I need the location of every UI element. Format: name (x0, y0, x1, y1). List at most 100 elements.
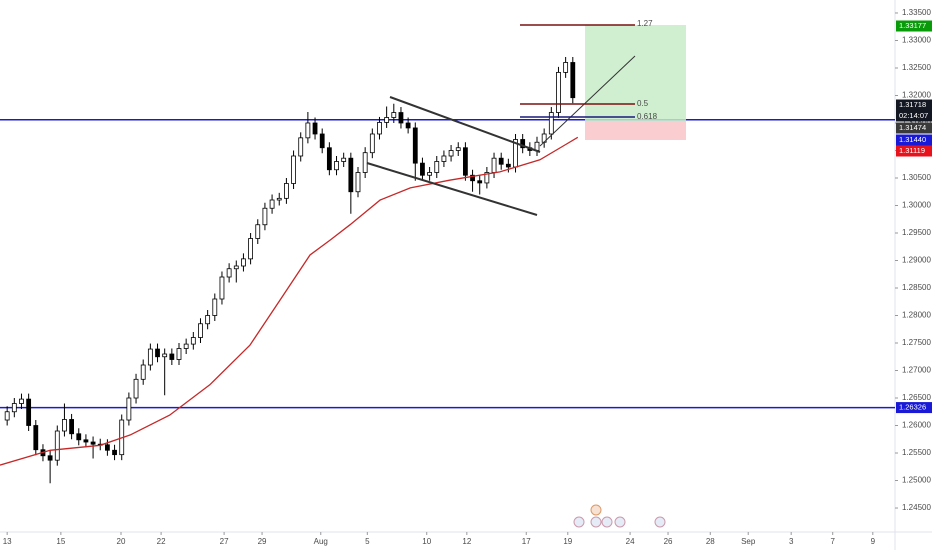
price-label-text: 1.33177 (899, 21, 926, 30)
candle-body (198, 323, 203, 338)
price-label-box (896, 20, 932, 32)
candle-body (470, 174, 475, 182)
candle-body (312, 122, 318, 135)
candle-body (362, 152, 368, 173)
event-flag (654, 516, 666, 528)
candle-body (326, 147, 332, 171)
candle-body (155, 348, 160, 358)
candle-body (305, 122, 311, 139)
candle-body (105, 444, 110, 451)
candle-body (47, 455, 53, 461)
x-tick-label: 3 (789, 537, 794, 546)
x-tick-label: 17 (522, 537, 531, 546)
price-label-text: 1.31440 (899, 135, 926, 144)
y-tick-label: 1.28500 (902, 283, 931, 292)
candle-body (491, 157, 497, 173)
candle-body (462, 147, 468, 176)
candle-body (126, 397, 132, 421)
x-tick-label: Sep (741, 537, 756, 546)
candle-body (62, 419, 67, 432)
candle-body (226, 268, 232, 278)
candle-body (377, 122, 382, 135)
candle-body (355, 172, 361, 193)
candle-body (384, 117, 390, 123)
candle-body (348, 157, 354, 193)
channel-lower (366, 162, 538, 216)
y-tick-label: 1.28000 (902, 311, 931, 320)
candle-body (262, 207, 268, 226)
candle-body (412, 127, 418, 164)
candle-body (276, 197, 282, 201)
candle-body (112, 449, 117, 456)
candle-body (33, 425, 39, 451)
candle-body (369, 133, 375, 154)
price-label-text: 1.31718 (899, 100, 926, 109)
channel-upper (389, 96, 541, 153)
y-tick-label: 1.29000 (902, 256, 931, 265)
candle-body (477, 180, 483, 184)
price-label: 1.26326 (896, 402, 932, 414)
candle-body (334, 161, 339, 171)
moving-average (0, 136, 579, 466)
x-tick-label: 7 (830, 537, 835, 546)
price-label-box (896, 134, 932, 146)
candle-body (205, 315, 211, 325)
event-flag (601, 516, 613, 528)
event-flag (590, 516, 602, 528)
candle-body (248, 238, 254, 260)
candle-body (498, 157, 504, 165)
x-tick-label: Aug (314, 537, 328, 546)
candle-body (19, 398, 24, 404)
x-tick-label: 27 (220, 537, 229, 546)
candle-body (140, 364, 146, 380)
price-label-text: 1.31474 (899, 123, 926, 132)
fib-label: 0.5 (637, 99, 649, 108)
candle-body (420, 162, 425, 176)
x-tick-label: 24 (626, 537, 635, 546)
price-label-text: 02:14:07 (899, 111, 928, 120)
y-tick-label: 1.30000 (902, 201, 931, 210)
fib-label: 0.618 (637, 112, 658, 121)
x-tick-label: 12 (462, 537, 471, 546)
price-label-text: 1.26326 (899, 403, 926, 412)
x-tick-label: 29 (258, 537, 267, 546)
y-tick-label: 1.29500 (902, 228, 931, 237)
candle-body (291, 155, 296, 184)
price-label-text: 1.31119 (899, 146, 925, 155)
candle-body (176, 348, 182, 360)
candle-body (434, 161, 440, 173)
candle-body (233, 265, 239, 270)
projection-line (539, 55, 636, 147)
price-label-box (896, 145, 932, 157)
x-tick-label: 26 (664, 537, 673, 546)
y-tick-label: 1.32500 (902, 63, 931, 72)
candle-body (76, 433, 82, 441)
fib-label: 1.27 (637, 19, 653, 28)
candle-body (133, 378, 139, 399)
event-flag (590, 504, 602, 516)
drawings: 1.27 0.5 0.618 (366, 19, 686, 528)
event-flags (573, 504, 666, 528)
candle-body (534, 141, 540, 151)
x-tick-label: 13 (3, 537, 12, 546)
candle-body (26, 398, 32, 426)
y-tick-label: 1.25000 (902, 476, 931, 485)
candle-body (319, 133, 325, 149)
x-tick-label: 22 (157, 537, 166, 546)
x-tick-label: 15 (56, 537, 65, 546)
x-tick-label: 28 (706, 537, 715, 546)
candle-body (505, 163, 511, 168)
y-tick-label: 1.26500 (902, 393, 931, 402)
y-tick-label: 1.25500 (902, 448, 931, 457)
candle-body (427, 172, 433, 176)
target-zone (585, 25, 686, 121)
candle-body (219, 276, 225, 300)
y-tick-label: 1.26000 (902, 421, 931, 430)
price-label-box (896, 110, 932, 122)
candle-body (90, 441, 96, 445)
price-label-box (896, 99, 932, 111)
candle-body (405, 122, 411, 129)
x-tick-label: 20 (117, 537, 126, 546)
candle-body (4, 411, 10, 421)
